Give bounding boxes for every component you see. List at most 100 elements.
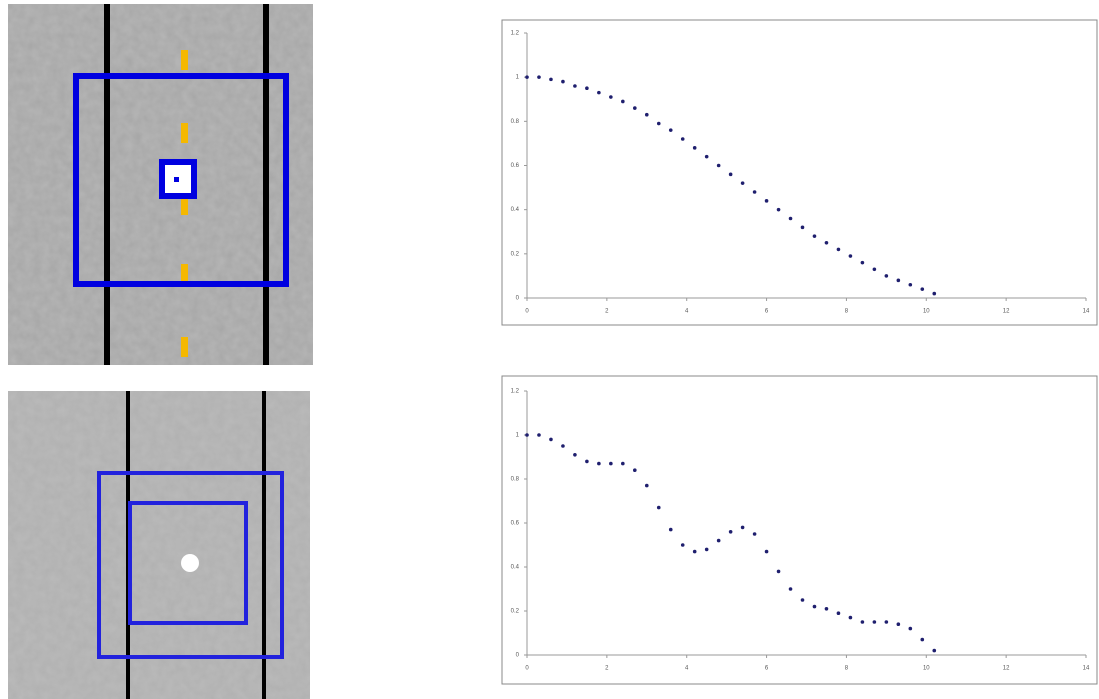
data-point — [680, 137, 685, 141]
data-point — [728, 172, 733, 177]
data-point — [728, 530, 733, 534]
y-tick-label: 0.8 — [511, 119, 520, 125]
data-point — [872, 620, 877, 624]
bottom-image — [8, 391, 310, 699]
data-point — [848, 615, 853, 620]
data-point — [812, 234, 817, 238]
data-point — [609, 461, 613, 466]
x-tick-label: 0 — [525, 666, 529, 672]
data-point — [752, 190, 757, 194]
chart-frame — [501, 375, 1098, 685]
data-point — [573, 453, 577, 457]
data-point — [633, 468, 637, 473]
y-tick-label: 0.4 — [511, 565, 520, 571]
x-tick-label: 0 — [525, 309, 529, 315]
data-point — [824, 607, 829, 611]
data-point — [537, 75, 541, 79]
x-tick-label: 4 — [685, 309, 689, 315]
data-point — [621, 99, 625, 104]
data-point — [680, 543, 685, 547]
data-point — [920, 637, 925, 642]
data-point — [716, 163, 721, 168]
data-point — [561, 79, 565, 84]
data-point — [633, 106, 637, 110]
y-tick-label: 1 — [516, 433, 520, 439]
data-point — [740, 181, 745, 185]
data-point — [585, 86, 589, 91]
data-point — [932, 291, 937, 296]
data-point — [597, 461, 601, 466]
data-point — [549, 77, 553, 82]
y-tick-label: 0.8 — [511, 477, 520, 483]
data-point — [537, 433, 541, 437]
x-tick-label: 12 — [1003, 666, 1010, 672]
data-point — [644, 483, 649, 488]
data-point — [884, 620, 889, 624]
x-tick-label: 4 — [685, 666, 689, 672]
data-point — [597, 90, 601, 95]
data-point — [920, 287, 925, 291]
data-point — [800, 225, 805, 230]
data-point — [764, 549, 769, 554]
x-tick-label: 10 — [923, 666, 930, 672]
data-point — [860, 620, 865, 624]
data-point — [884, 274, 889, 278]
x-tick-label: 8 — [845, 309, 849, 315]
data-point — [668, 527, 673, 532]
data-point — [896, 622, 901, 626]
x-tick-label: 14 — [1083, 309, 1090, 315]
data-point — [776, 207, 781, 212]
data-point — [764, 199, 769, 203]
data-point — [860, 260, 865, 265]
x-tick-label: 6 — [765, 666, 769, 672]
data-point — [692, 549, 697, 554]
charts: 00.20.40.60.811.20 2 4 6 8 10 12 1400.20.40.60.… — [501, 19, 1098, 685]
data-point — [585, 459, 589, 464]
data-point — [752, 532, 757, 536]
x-tick-label: 2 — [605, 666, 609, 672]
data-point — [800, 598, 805, 602]
x-tick-label: 2 — [605, 309, 609, 315]
data-point — [561, 444, 565, 448]
data-point — [704, 547, 709, 552]
data-point — [525, 433, 529, 437]
y-tick-label: 1 — [516, 75, 520, 81]
data-point — [872, 267, 877, 272]
chart-frame — [501, 19, 1098, 326]
data-point — [836, 247, 841, 252]
x-tick-label: 14 — [1083, 666, 1090, 672]
data-point — [896, 278, 901, 283]
x-tick-label: 6 — [765, 309, 769, 315]
data-point — [776, 569, 781, 574]
data-point — [525, 75, 529, 79]
y-tick-label: 0.2 — [511, 609, 520, 615]
data-point — [908, 626, 913, 631]
data-point — [609, 95, 613, 99]
data-point — [573, 84, 577, 88]
data-point — [836, 611, 841, 615]
x-tick-label: 8 — [845, 666, 849, 672]
data-point — [908, 282, 913, 287]
data-point — [656, 121, 661, 126]
data-point — [621, 461, 625, 466]
data-point — [716, 538, 721, 543]
data-point — [644, 112, 649, 117]
y-tick-label: 0 — [516, 296, 520, 302]
data-point — [848, 254, 853, 258]
y-tick-label: 0 — [516, 653, 520, 659]
x-tick-label: 12 — [1003, 309, 1010, 315]
data-point — [812, 604, 817, 609]
top-image — [8, 4, 313, 365]
y-tick-label: 1.2 — [511, 389, 520, 395]
y-tick-label: 1.2 — [511, 31, 520, 37]
data-point — [824, 240, 829, 245]
y-tick-label: 0.6 — [511, 521, 520, 527]
data-point — [549, 437, 553, 442]
data-point — [656, 505, 661, 510]
y-tick-label: 0.2 — [511, 251, 520, 257]
y-tick-label: 0.6 — [511, 163, 520, 169]
data-point — [788, 587, 793, 591]
y-tick-label: 0.4 — [511, 207, 520, 213]
